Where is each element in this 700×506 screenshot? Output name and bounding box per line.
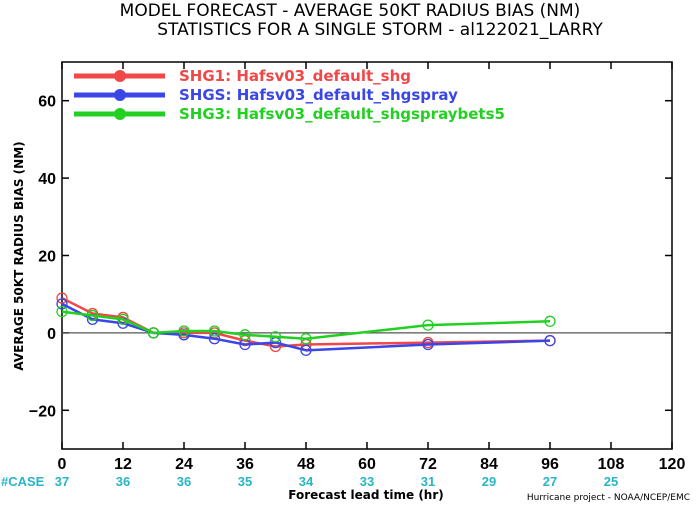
x-tick-label: 0 — [58, 456, 67, 473]
chart-subtitle: STATISTICS FOR A SINGLE STORM - al122021… — [157, 20, 603, 40]
data-point — [544, 334, 556, 347]
case-count: 29 — [482, 474, 496, 489]
series-line — [61, 302, 551, 352]
case-count: 34 — [299, 474, 314, 489]
x-tick-label: 48 — [297, 456, 315, 473]
x-tick-label: 108 — [598, 456, 625, 473]
data-point — [300, 344, 312, 356]
x-tick-label: 60 — [358, 456, 376, 473]
data-point — [56, 292, 68, 304]
series-layer — [56, 292, 556, 356]
x-tick-label: 120 — [659, 456, 686, 473]
data-point — [208, 325, 221, 337]
series-line — [61, 310, 551, 340]
chart-title: MODEL FORECAST - AVERAGE 50KT RADIUS BIA… — [120, 1, 581, 21]
legend-label: SHG3: Hafsv03_default_shgspraybets5 — [179, 105, 505, 123]
x-tick-label: 96 — [541, 456, 559, 473]
case-count: 37 — [55, 474, 69, 489]
y-tick-label: 40 — [38, 171, 56, 188]
x-tick-label: 24 — [175, 456, 193, 473]
credit-text: Hurricane project - NOAA/NCEP/EMC — [527, 493, 690, 503]
x-tick-label: 84 — [480, 456, 498, 473]
legend-marker — [114, 70, 126, 82]
case-count: 33 — [360, 474, 374, 489]
case-counts: 37 36 36 35 34 33 31 29 27 25 — [55, 474, 618, 489]
data-point — [269, 331, 282, 343]
data-point — [239, 329, 251, 341]
y-tick-label: 60 — [38, 94, 56, 111]
case-count: 25 — [604, 474, 618, 489]
data-point — [300, 333, 312, 345]
y-tick-label: 0 — [47, 326, 56, 343]
data-point — [147, 327, 160, 339]
data-point — [86, 309, 99, 322]
x-axis-label: Forecast lead time (hr) — [288, 488, 444, 502]
data-point — [422, 319, 434, 331]
case-count: 27 — [543, 474, 557, 489]
series — [56, 305, 556, 345]
x-tick-label: 36 — [236, 456, 254, 473]
plot-area — [61, 61, 673, 450]
case-label: #CASE — [1, 474, 45, 489]
case-count: 36 — [116, 474, 130, 489]
y-tick-label: −20 — [29, 403, 56, 420]
data-point — [178, 325, 190, 337]
x-tick-label: 12 — [114, 456, 132, 473]
legend-label: SHG1: Hafsv03_default_shg — [179, 67, 411, 85]
y-axis-label: AVERAGE 50KT RADIUS BIAS (NM) — [12, 141, 26, 370]
data-point — [56, 298, 68, 310]
data-point — [544, 315, 556, 327]
x-tick-label: 72 — [419, 456, 437, 473]
legend-marker — [114, 89, 126, 101]
data-point — [422, 338, 434, 351]
legend-marker — [114, 108, 126, 120]
case-count: 36 — [177, 474, 191, 489]
case-count: 35 — [238, 474, 252, 489]
y-tick-label: 20 — [38, 249, 56, 266]
case-count: 31 — [421, 474, 435, 489]
data-point — [56, 305, 68, 318]
y-axis-ticks: −20 0 20 40 60 — [29, 94, 672, 420]
data-point — [208, 333, 221, 345]
x-axis-ticks: 0 12 24 36 48 60 72 84 96 108 120 — [58, 62, 686, 473]
series-line — [61, 296, 551, 348]
legend-label: SHGS: Hafsv03_default_shgspray — [179, 86, 458, 104]
data-point — [117, 313, 129, 326]
